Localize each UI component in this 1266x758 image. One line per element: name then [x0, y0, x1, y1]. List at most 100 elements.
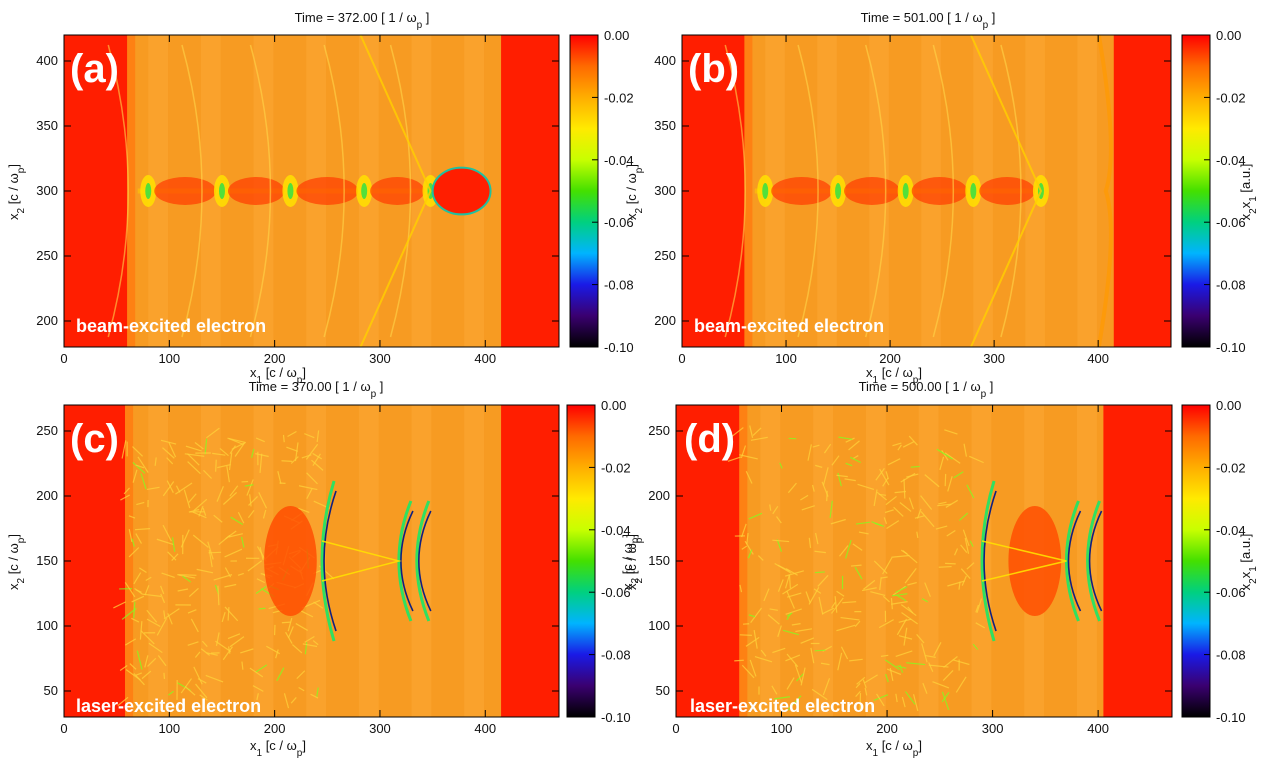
x-tick-label: 0: [672, 721, 679, 736]
x-tick-label: 100: [158, 351, 180, 366]
y-tick-label: 400: [36, 53, 58, 68]
colorbar-tick-label: -0.02: [1216, 460, 1246, 475]
x-tick-label: 300: [369, 351, 391, 366]
colorbar: [1182, 405, 1210, 717]
y-axis-title: x2 [c / ωp]: [6, 534, 27, 590]
y-tick-label: 150: [36, 553, 58, 568]
y-tick-label: 50: [44, 683, 58, 698]
wake-node-core: [361, 183, 367, 199]
driver-bubble: [433, 168, 491, 215]
x-tick-label: 0: [60, 351, 67, 366]
wake-bucket: [296, 177, 358, 205]
colorbar-tick-label: -0.08: [604, 278, 634, 293]
x-tick-label: 300: [369, 721, 391, 736]
panel-caption: beam-excited electron: [694, 316, 884, 336]
turbulence-filament: [815, 572, 825, 573]
x-tick-label: 300: [982, 721, 1004, 736]
heatmap-field: [676, 405, 1172, 717]
y-tick-label: 350: [654, 118, 676, 133]
turbulence-filament: [177, 575, 196, 576]
panel-caption: laser-excited electron: [76, 696, 261, 716]
wake-bucket: [370, 177, 424, 205]
wake-band: [412, 405, 432, 717]
turbulence-filament: [815, 650, 826, 651]
y-tick-label: 200: [654, 313, 676, 328]
plasma-bubble: [264, 506, 317, 616]
colorbar-tick-label: -0.08: [601, 648, 631, 663]
turbulence-filament: [216, 460, 217, 472]
wake-bucket: [912, 177, 968, 205]
wake-node-core: [903, 183, 909, 199]
y-tick-label: 100: [648, 618, 670, 633]
turbulence-filament: [281, 461, 292, 462]
turbulence-filament: [945, 563, 956, 564]
wake-bucket: [154, 177, 216, 205]
saturated-region: [1103, 405, 1172, 717]
panel-d: 0 100 200 300 40050100150200250x1 [c / ωp]x2…: [624, 379, 1259, 758]
panel-letter: (b): [688, 47, 739, 91]
turbulence-filament: [228, 607, 229, 620]
turbulence-filament: [283, 435, 284, 442]
x-tick-label: 100: [158, 721, 180, 736]
y-tick-label: 200: [36, 488, 58, 503]
y-tick-label: 150: [648, 553, 670, 568]
colorbar-tick-label: 0.00: [604, 28, 629, 43]
y-tick-label: 400: [654, 53, 676, 68]
wake-band: [464, 405, 484, 717]
turbulence-filament: [740, 635, 752, 636]
x-tick-label: 300: [983, 351, 1005, 366]
x-tick-label: 100: [775, 351, 797, 366]
time-title: Time = 372.00 [ 1 / ωp ]: [295, 10, 430, 31]
wake-band: [359, 405, 379, 717]
wake-band: [1077, 35, 1097, 347]
wake-band: [919, 405, 939, 717]
y-tick-label: 250: [654, 248, 676, 263]
y-tick-label: 100: [36, 618, 58, 633]
panel-b: 0 100 200 300 400200250300350400x1 [c / ωp]x…: [624, 10, 1259, 386]
x-tick-label: 200: [264, 721, 286, 736]
colorbar: [1182, 35, 1210, 347]
y-tick-label: 250: [648, 423, 670, 438]
wake-bucket: [771, 177, 832, 205]
turbulence-filament: [734, 660, 744, 661]
x-axis-title: x1 [c / ωp]: [250, 738, 306, 758]
plasma-bubble: [1008, 506, 1061, 616]
panel-c: 0 100 200 300 400 50 100 150 200 250 x1 [c / ωp] x2…: [6, 379, 641, 758]
y-tick-label: 200: [648, 488, 670, 503]
y-tick-label: 350: [36, 118, 58, 133]
x-tick-label: 400: [474, 351, 496, 366]
wake-node-core: [287, 183, 293, 199]
saturated-region: [501, 405, 559, 717]
heatmap-field: [64, 35, 559, 347]
x-tick-label: 0: [678, 351, 685, 366]
wake-bucket: [844, 177, 900, 205]
colorbar-tick-label: -0.08: [1216, 648, 1246, 663]
turbulence-filament: [208, 552, 221, 553]
colorbar: [567, 405, 595, 717]
turbulence-filament: [939, 567, 952, 568]
x-tick-label: 400: [1087, 721, 1109, 736]
x-tick-label: 0: [60, 721, 67, 736]
y-tick-label: 200: [36, 313, 58, 328]
x-tick-label: 400: [1087, 351, 1109, 366]
wake-bucket: [228, 177, 284, 205]
colorbar-tick-label: -0.08: [1216, 278, 1246, 293]
x-tick-label: 400: [474, 721, 496, 736]
x-axis-title: x1 [c / ωp]: [866, 738, 922, 758]
colorbar-tick-label: -0.10: [601, 710, 631, 725]
x-tick-label: 200: [879, 351, 901, 366]
heatmap-field: [64, 405, 559, 717]
saturated-region: [1114, 35, 1171, 347]
y-tick-label: 250: [36, 423, 58, 438]
panel-caption: laser-excited electron: [690, 696, 875, 716]
y-axis-title: x2 [c / ωp]: [6, 164, 27, 220]
wake-node-core: [145, 183, 151, 199]
turbulence-filament: [911, 466, 920, 467]
y-axis-title: x2 [c / ωp]: [624, 164, 645, 220]
time-title: Time = 370.00 [ 1 / ωp ]: [249, 379, 384, 400]
colorbar-tick-label: -0.02: [1216, 90, 1246, 105]
colorbar-tick-label: 0.00: [1216, 398, 1241, 413]
colorbar-title: x2x1 [a.u.]: [1238, 164, 1259, 221]
colorbar-tick-label: -0.10: [1216, 710, 1246, 725]
